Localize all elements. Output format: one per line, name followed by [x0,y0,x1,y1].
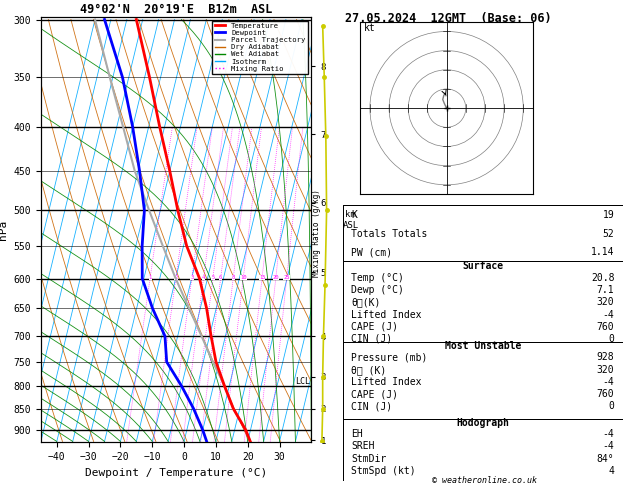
Text: Dewp (°C): Dewp (°C) [351,285,404,295]
Text: 0: 0 [608,334,615,344]
Text: Surface: Surface [462,260,503,271]
Text: CAPE (J): CAPE (J) [351,389,398,399]
Text: 4: 4 [202,275,205,280]
Text: 8: 8 [231,275,235,280]
Text: 2: 2 [174,275,177,280]
Text: 0: 0 [608,401,615,411]
Bar [343,418,623,481]
Text: CAPE (J): CAPE (J) [351,322,398,332]
Text: 320: 320 [597,297,615,307]
Text: 20: 20 [272,275,279,280]
Text: 3: 3 [190,275,194,280]
Text: 1: 1 [148,275,152,280]
Text: kt: kt [364,23,376,34]
Text: PW (cm): PW (cm) [351,247,392,257]
Text: 928: 928 [597,352,615,363]
Text: 7.1: 7.1 [597,285,615,295]
Text: 6: 6 [219,275,222,280]
Text: Lifted Index: Lifted Index [351,377,421,387]
Text: -4: -4 [603,310,615,319]
Text: CIN (J): CIN (J) [351,334,392,344]
Text: 4: 4 [608,466,615,476]
Text: 27.05.2024  12GMT  (Base: 06): 27.05.2024 12GMT (Base: 06) [345,12,551,25]
Text: 84°: 84° [597,453,615,464]
Text: 760: 760 [597,389,615,399]
Text: 19: 19 [603,210,615,220]
Text: Temp (°C): Temp (°C) [351,273,404,283]
Text: Lifted Index: Lifted Index [351,310,421,319]
Text: 5: 5 [211,275,214,280]
Legend: Temperature, Dewpoint, Parcel Trajectory, Dry Adiabat, Wet Adiabat, Isotherm, Mi: Temperature, Dewpoint, Parcel Trajectory… [213,20,308,74]
Y-axis label: hPa: hPa [0,220,8,240]
Text: CIN (J): CIN (J) [351,401,392,411]
Text: -4: -4 [603,441,615,451]
Text: 10: 10 [240,275,247,280]
Text: Mixing Ratio (g/kg): Mixing Ratio (g/kg) [312,190,321,277]
Text: © weatheronline.co.uk: © weatheronline.co.uk [432,476,537,485]
Text: 52: 52 [603,229,615,239]
Text: LCL: LCL [295,377,309,386]
Y-axis label: km
ASL: km ASL [343,210,359,230]
Bar [343,261,623,342]
Text: 20.8: 20.8 [591,273,615,283]
Text: 760: 760 [597,322,615,332]
Text: Hodograph: Hodograph [456,418,509,428]
X-axis label: Dewpoint / Temperature (°C): Dewpoint / Temperature (°C) [85,468,267,478]
Text: 25: 25 [284,275,290,280]
Title: 49°02'N  20°19'E  B12m  ASL: 49°02'N 20°19'E B12m ASL [80,3,272,16]
Text: θᴇ(K): θᴇ(K) [351,297,381,307]
Text: SREH: SREH [351,441,375,451]
Text: 1.14: 1.14 [591,247,615,257]
Text: K: K [351,210,357,220]
Text: Pressure (mb): Pressure (mb) [351,352,428,363]
Bar [343,342,623,418]
Text: Most Unstable: Most Unstable [445,341,521,351]
Text: StmDir: StmDir [351,453,386,464]
Text: Totals Totals: Totals Totals [351,229,428,239]
Text: θᴇ (K): θᴇ (K) [351,364,386,375]
Bar [343,206,623,261]
Text: 15: 15 [259,275,265,280]
Text: -4: -4 [603,377,615,387]
Text: 320: 320 [597,364,615,375]
Text: -4: -4 [603,429,615,439]
Text: EH: EH [351,429,363,439]
Text: StmSpd (kt): StmSpd (kt) [351,466,416,476]
